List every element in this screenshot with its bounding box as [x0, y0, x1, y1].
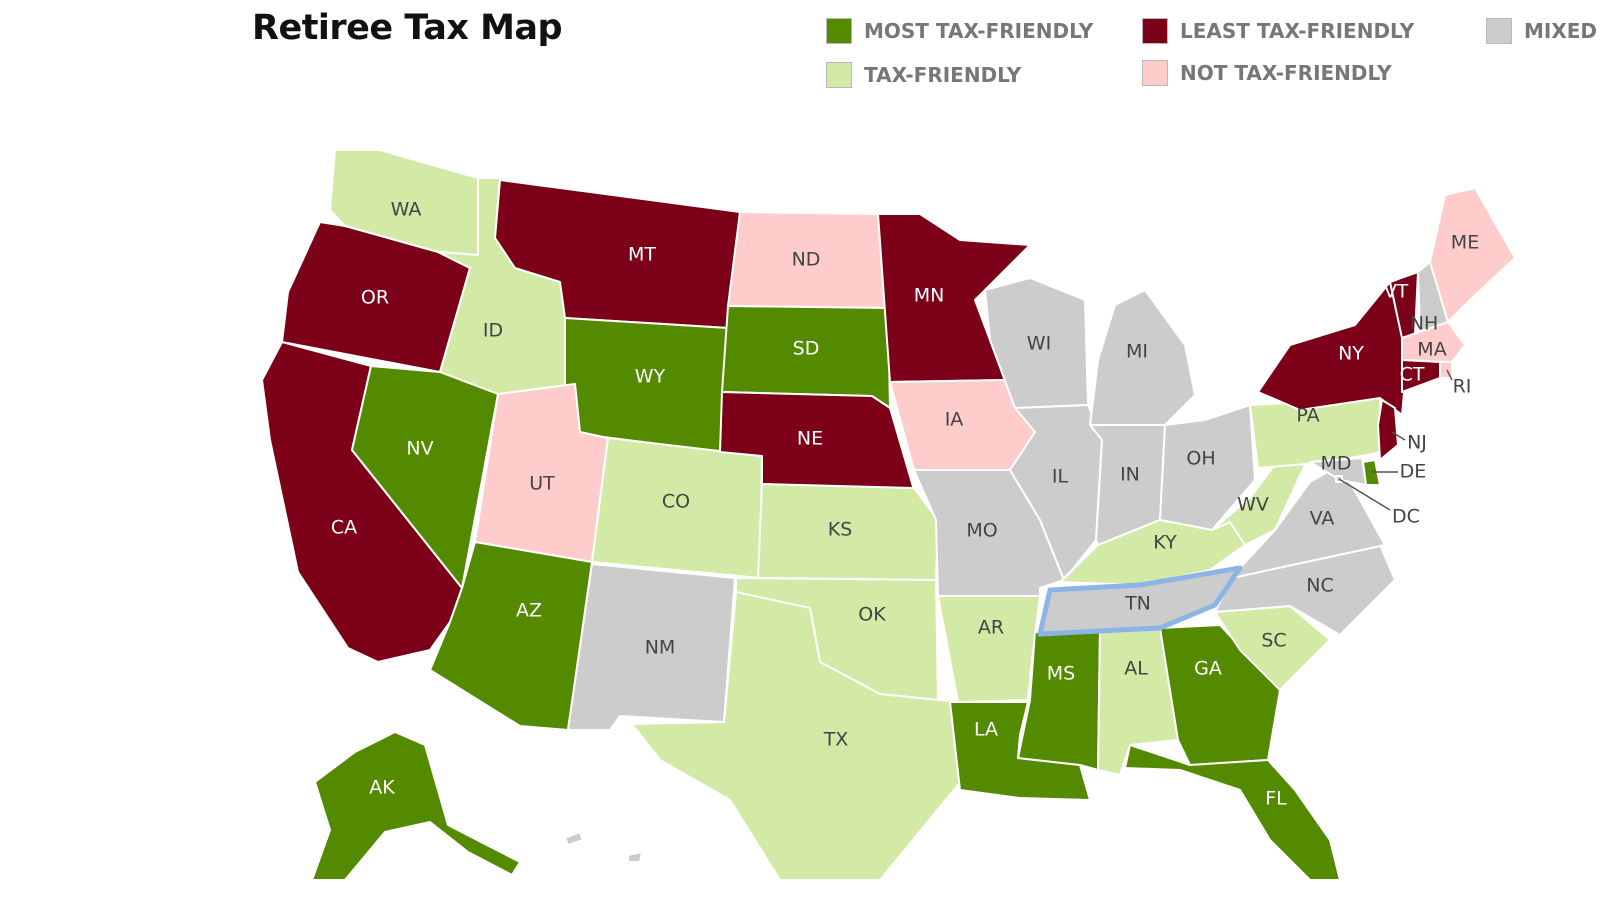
state-label-me: ME	[1451, 232, 1479, 254]
state-label-or: OR	[361, 287, 389, 309]
map-title: Retiree Tax Map	[252, 8, 563, 48]
state-label-ia: IA	[945, 409, 964, 431]
legend-item-tax-friendly[interactable]: TAX-FRIENDLY	[826, 62, 1021, 88]
legend-swatch-most-tax-friendly	[826, 18, 852, 44]
state-wv[interactable]	[1211, 459, 1306, 546]
state-label-oh: OH	[1186, 448, 1215, 470]
state-label-tx: TX	[823, 729, 849, 751]
state-hi[interactable]	[564, 831, 643, 863]
state-ct[interactable]	[1401, 359, 1441, 393]
state-md[interactable]	[1309, 457, 1367, 486]
legend-swatch-least-tax-friendly	[1142, 18, 1168, 44]
state-nj[interactable]	[1377, 399, 1399, 461]
state-label-ut: UT	[529, 473, 555, 495]
state-label-ny: NY	[1338, 343, 1364, 365]
state-label-ok: OK	[858, 604, 886, 626]
state-ak[interactable]	[311, 731, 521, 881]
state-label-nm: NM	[645, 637, 676, 659]
state-label-ga: GA	[1194, 658, 1222, 680]
state-label-ne: NE	[797, 428, 823, 450]
state-label-tn: TN	[1124, 593, 1151, 615]
state-label-sc: SC	[1261, 630, 1286, 652]
state-label-mt: MT	[628, 244, 656, 266]
state-label-fl: FL	[1265, 788, 1287, 810]
state-nv[interactable]	[351, 365, 499, 589]
state-fl[interactable]	[1124, 744, 1341, 881]
state-label-mi: MI	[1126, 341, 1148, 363]
state-mi[interactable]	[1089, 289, 1196, 426]
legend-swatch-tax-friendly	[826, 62, 852, 88]
state-label-va: VA	[1310, 508, 1335, 530]
state-label-ca: CA	[331, 517, 357, 539]
legend-swatch-not-tax-friendly	[1142, 60, 1168, 86]
state-label-ma: MA	[1417, 339, 1446, 361]
state-label-md: MD	[1320, 453, 1351, 475]
state-label-wv: WV	[1237, 494, 1269, 516]
state-label-sd: SD	[793, 338, 820, 360]
state-tn[interactable]	[1037, 565, 1243, 637]
leader-line-nj	[1391, 431, 1406, 441]
legend-swatch-mixed	[1486, 18, 1512, 44]
state-label-nd: ND	[792, 249, 821, 271]
state-label-ms: MS	[1047, 663, 1075, 685]
legend-item-most-tax-friendly[interactable]: MOST TAX-FRIENDLY	[826, 18, 1093, 44]
state-label-nj: NJ	[1407, 432, 1427, 454]
state-me[interactable]	[1429, 187, 1516, 323]
state-label-pa: PA	[1296, 405, 1319, 427]
state-label-ar: AR	[978, 617, 1004, 639]
state-label-de: DE	[1400, 461, 1427, 483]
state-label-az: AZ	[516, 600, 542, 622]
state-label-vt: VT	[1384, 281, 1409, 303]
legend-item-not-tax-friendly[interactable]: NOT TAX-FRIENDLY	[1142, 60, 1392, 86]
state-label-la: LA	[974, 719, 998, 741]
legend-label-not-tax-friendly: NOT TAX-FRIENDLY	[1180, 61, 1392, 85]
state-label-ky: KY	[1153, 532, 1177, 554]
state-label-nv: NV	[406, 438, 433, 460]
state-label-co: CO	[662, 491, 690, 513]
legend-item-mixed[interactable]: MIXED	[1486, 18, 1597, 44]
state-ma[interactable]	[1401, 321, 1466, 363]
state-ar[interactable]	[937, 595, 1041, 703]
state-tx[interactable]	[631, 591, 969, 881]
legend-item-least-tax-friendly[interactable]: LEAST TAX-FRIENDLY	[1142, 18, 1414, 44]
state-label-wi: WI	[1027, 333, 1051, 355]
state-label-nc: NC	[1306, 575, 1333, 597]
state-label-mn: MN	[914, 285, 945, 307]
state-label-mo: MO	[966, 520, 997, 542]
legend-label-mixed: MIXED	[1524, 19, 1598, 43]
state-label-dc: DC	[1392, 506, 1420, 528]
leader-line-dc	[1338, 478, 1391, 511]
legend-label-most-tax-friendly: MOST TAX-FRIENDLY	[864, 19, 1094, 43]
state-label-ak: AK	[369, 777, 395, 799]
state-label-al: AL	[1124, 658, 1148, 680]
state-label-nh: NH	[1410, 313, 1439, 335]
legend-label-tax-friendly: TAX-FRIENDLY	[864, 63, 1022, 87]
state-label-ct: CT	[1400, 364, 1425, 386]
leader-line-ri	[1446, 369, 1453, 381]
state-label-wy: WY	[635, 366, 666, 388]
state-label-in: IN	[1120, 464, 1140, 486]
state-label-id: ID	[483, 320, 503, 342]
state-label-wa: WA	[391, 199, 422, 221]
state-label-il: IL	[1052, 466, 1069, 488]
state-label-ri: RI	[1453, 376, 1472, 398]
state-label-ks: KS	[828, 519, 853, 541]
legend-label-least-tax-friendly: LEAST TAX-FRIENDLY	[1180, 19, 1415, 43]
